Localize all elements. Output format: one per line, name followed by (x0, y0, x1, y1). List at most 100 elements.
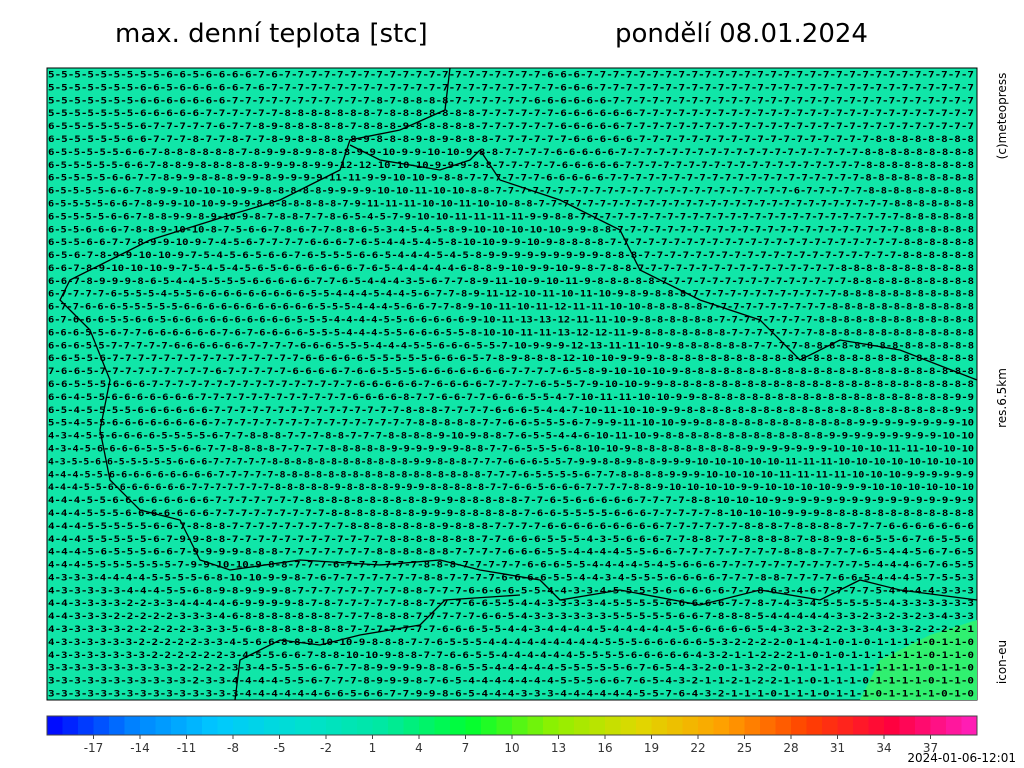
colorbar-cell (713, 716, 730, 735)
colorbar-label: -2 (320, 741, 332, 755)
colorbar-cell (543, 716, 559, 735)
value-row: 4-3-4-5-5-6-6-6-6-5-5-5-5-6-7-7-8-8-8-7-… (48, 432, 974, 442)
colorbar-cell (388, 716, 404, 735)
colorbar-label: 28 (783, 741, 798, 755)
colorbar-label: 7 (462, 741, 470, 755)
colorbar-cell (279, 716, 296, 735)
value-row: 5-5-5-5-5-5-5-6-6-6-6-6-6-6-7-7-7-7-7-7-… (48, 96, 974, 106)
colorbar-cell (93, 716, 110, 735)
colorbar-cell (527, 716, 544, 735)
value-row: 5-5-5-5-5-5-5-6-6-5-6-6-6-6-6-7-6-7-7-7-… (48, 83, 974, 93)
map-title: max. denní teplota [stc] (115, 19, 428, 49)
value-row: 6-5-5-5-5-6-6-7-8-9-9-10-10-10-9-9-8-8-8… (48, 187, 974, 197)
value-row: 6-5-5-6-6-7-7-8-9-9-10-9-7-4-5-6-7-7-7-7… (48, 238, 974, 248)
value-row: 6-5-5-5-5-6-6-7-7-8-9-9-8-8-8-9-9-8-9-9-… (48, 174, 974, 184)
border-line (59, 67, 978, 606)
colorbar-cell (326, 716, 342, 735)
map-date: pondělí 08.01.2024 (615, 19, 868, 49)
value-row: 6-5-5-5-5-5-6-6-7-8-8-9-8-8-8-8-8-9-9-9-… (48, 161, 974, 171)
colorbar-cell (140, 716, 156, 735)
colorbar-cell (186, 716, 203, 735)
colorbar-label: 13 (551, 741, 566, 755)
colorbar-label: 16 (597, 741, 612, 755)
colorbar-cell (605, 716, 621, 735)
value-row: 4-4-4-5-5-6-6-6-6-6-6-6-7-7-7-7-7-7-7-8-… (48, 483, 974, 493)
colorbar-label: 34 (876, 741, 891, 755)
border-line (479, 149, 978, 381)
value-row: 4-4-4-5-6-5-5-5-6-6-7-9-9-9-9-8-8-8-7-7-… (48, 548, 974, 558)
value-row: 4-3-3-3-4-4-4-4-5-5-5-5-6-8-10-10-9-9-8-… (48, 573, 974, 583)
colorbar: -17 -14 -11 -8 -5 -2 1 4 7 10 13 16 19 22 25 28 31 34 37 (46, 715, 978, 755)
value-row: 5-5-5-5-5-5-5-5-5-6-6-5-6-6-6-6-7-6-7-7-… (48, 71, 974, 81)
colorbar-cell (434, 716, 451, 735)
model: icon-eu (995, 640, 1009, 684)
colorbar-label: 25 (737, 741, 752, 755)
colorbar-label: 1 (369, 741, 377, 755)
colorbar-label: -14 (130, 741, 150, 755)
colorbar-cell (961, 716, 978, 735)
colorbar-cell (760, 716, 776, 735)
value-row: 6-6-5-5-5-6-6-6-7-7-7-7-7-7-7-7-7-7-7-7-… (48, 380, 974, 390)
value-row: 6-6-6-5-5-7-7-7-7-7-6-6-6-6-6-6-7-7-7-7-… (48, 341, 974, 351)
value-row: 6-5-5-5-5-6-6-7-8-9-9-10-10-9-9-9-8-8-8-… (48, 199, 974, 209)
colorbar-cell (248, 716, 265, 735)
colorbar-cell (78, 716, 94, 735)
value-row: 4-4-4-5-5-5-5-5-6-6-7-8-8-8-7-7-7-7-7-7-… (48, 522, 974, 532)
map-area (46, 67, 978, 701)
value-row: 4-4-4-5-5-5-5-5-5-5-7-9-9-10-10-9-8-8-7-… (48, 561, 974, 571)
colorbar-cell (853, 716, 869, 735)
colorbar-cell (667, 716, 683, 735)
value-row: 3-3-3-3-3-3-3-3-3-3-3-3-3-3-3-4-4-4-4-4-… (48, 690, 974, 700)
colorbar-cell (155, 716, 172, 735)
colorbar-cell (403, 716, 420, 735)
colorbar-cell (682, 716, 699, 735)
value-row: 6-5-5-5-5-6-6-7-8-8-9-9-8-9-10-9-8-7-8-8… (48, 212, 974, 222)
colorbar-cell (357, 716, 373, 735)
colorbar-cell (171, 716, 187, 735)
colorbar-cell (729, 716, 745, 735)
value-row: 4-3-3-3-3-3-3-3-2-2-2-2-2-2-3-4-5-5-6-6-… (48, 651, 974, 661)
colorbar-label: 4 (415, 741, 423, 755)
colorbar-cell (419, 716, 435, 735)
value-row: 7-6-6-5-7-7-7-7-7-7-7-7-7-6-7-7-7-7-7-6-… (48, 367, 974, 377)
value-row: 6-7-6-6-6-5-5-6-6-5-6-6-6-6-6-6-6-6-6-6-… (48, 316, 974, 326)
colorbar-cell (775, 716, 792, 735)
colorbar-cell (589, 716, 606, 735)
colorbar-cell (465, 716, 482, 735)
colorbar-cell (217, 716, 234, 735)
warm-region (860, 620, 977, 700)
colorbar-cell (620, 716, 637, 735)
colorbar-cell (264, 716, 280, 735)
colorbar-cell (372, 716, 389, 735)
colorbar-cell (744, 716, 761, 735)
colorbar-label: -11 (177, 741, 197, 755)
value-row: 6-5-5-6-6-6-7-8-8-9-10-10-8-7-5-6-6-7-8-… (48, 225, 974, 235)
colorbar-cell (636, 716, 652, 735)
value-row: 6-7-7-7-7-6-5-5-5-4-5-5-6-6-6-6-6-6-6-6-… (48, 290, 974, 300)
colorbar-cell (791, 716, 807, 735)
timestamp: 2024-01-06-12:01 (907, 751, 1016, 765)
colorbar-cell (450, 716, 466, 735)
value-row: 4-4-4-5-5-5-5-5-6-7-9-9-8-8-7-7-7-7-7-7-… (48, 535, 974, 545)
colorbar-cell (202, 716, 218, 735)
colorbar-cell (109, 716, 125, 735)
colorbar-cell (915, 716, 931, 735)
colorbar-cell (558, 716, 575, 735)
copyright: (c)meteopress (995, 73, 1009, 160)
colorbar-cell (341, 716, 358, 735)
colorbar-label: 37 (923, 741, 938, 755)
value-row: 6-6-7-8-9-9-9-8-6-5-4-4-5-5-5-5-6-6-6-6-… (48, 277, 974, 287)
colorbar-cell (512, 716, 528, 735)
colorbar-cell (574, 716, 590, 735)
value-row: 6-5-5-5-5-5-5-6-7-7-7-7-7-6-7-7-8-9-8-8-… (48, 122, 974, 132)
value-row: 4-3-5-5-6-6-5-5-5-5-5-6-6-6-7-7-7-7-7-8-… (48, 457, 974, 467)
value-row: 4-3-4-5-6-6-6-6-5-5-5-6-6-7-7-8-8-8-8-7-… (48, 444, 974, 454)
value-row: 4-3-3-3-3-3-4-4-4-5-5-6-8-9-8-9-9-9-8-7-… (48, 586, 974, 596)
value-row: 6-6-6-5-5-6-7-7-6-6-6-6-6-6-7-6-7-6-6-6-… (48, 328, 974, 338)
value-row: 4-3-3-3-3-3-2-2-2-2-2-3-3-3-5-6-8-8-8-8-… (48, 625, 974, 635)
colorbar-label: 22 (690, 741, 705, 755)
value-row: 3-3-3-3-3-3-3-3-3-3-2-2-2-2-3-3-4-5-5-5-… (48, 664, 974, 674)
value-row: 4-4-4-5-5-6-6-6-6-6-6-6-6-6-7-7-7-7-7-8-… (48, 470, 974, 480)
value-row: 6-6-7-8-9-10-10-10-9-7-5-4-5-4-5-6-5-6-6… (48, 264, 974, 274)
